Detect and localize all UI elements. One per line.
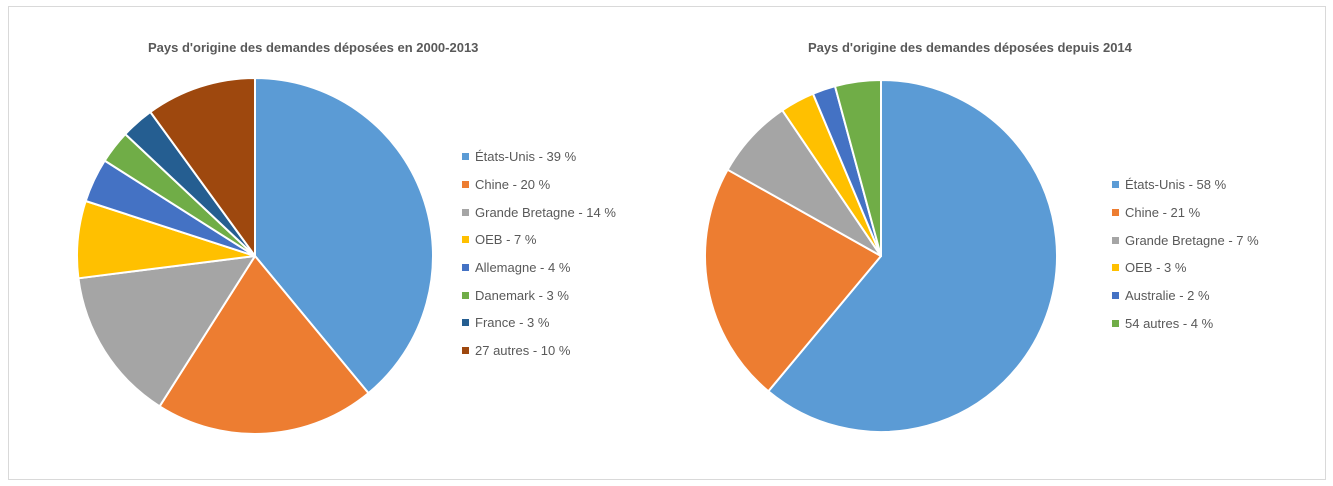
pie-2000-2013-legend-label: Allemagne - 4 % (475, 260, 571, 276)
pie-2000-2013-legend-label: OEB - 7 % (475, 232, 537, 248)
pie-since-2014-legend-label: Chine - 21 % (1125, 205, 1201, 221)
chart-title-2000-2013: Pays d'origine des demandes déposées en … (148, 40, 479, 55)
pie-2000-2013-legend-label: Grande Bretagne - 14 % (475, 204, 616, 220)
pie-2000-2013-legend-swatch (462, 181, 469, 189)
pie-2000-2013-legend-item: Grande Bretagne - 14 % (462, 198, 616, 226)
pie-since-2014-slice-54-autres (833, 79, 882, 257)
pie-since-2014-legend-item: Australie - 2 % (1112, 282, 1259, 310)
pie-since-2014-legend-label: États-Unis - 58 % (1125, 177, 1227, 193)
pie-2000-2013-slice-etats-unis (254, 77, 434, 395)
pie-2000-2013-legend-label: France - 3 % (475, 315, 550, 331)
pie-since-2014-legend-label: Grande Bretagne - 7 % (1125, 232, 1259, 248)
pie-since-2014-legend-swatch (1112, 181, 1119, 189)
pie-2000-2013-legend-swatch (462, 347, 469, 355)
pie-since-2014-legend-item: Chine - 21 % (1112, 199, 1259, 227)
pie-since-2014-legend-swatch (1112, 319, 1119, 327)
pie-2000-2013-legend-swatch (462, 264, 469, 272)
pie-since-2014-legend-swatch (1112, 264, 1119, 272)
pie-since-2014-legend-item: OEB - 3 % (1112, 254, 1259, 282)
pie-since-2014-legend-swatch (1112, 209, 1119, 217)
pie-2000-2013-legend-item: Danemark - 3 % (462, 281, 616, 309)
pie-2000-2013-legend-swatch (462, 236, 469, 244)
pie-2000-2013-legend-label: Chine - 20 % (475, 177, 551, 193)
pie-2000-2013-legend-item: 27 autres - 10 % (462, 337, 616, 365)
pie-since-2014-slice-chine (704, 168, 882, 393)
chart-title-since-2014: Pays d'origine des demandes déposées dep… (808, 40, 1132, 55)
legend-since-2014: États-Unis - 58 % Chine - 21 % Grande Bret… (1112, 171, 1259, 337)
pie-since-2014-legend-label: Australie - 2 % (1125, 288, 1210, 304)
pie-2000-2013-legend-label: 27 autres - 10 % (475, 343, 571, 359)
pie-since-2014-legend-swatch (1112, 236, 1119, 244)
pie-2000-2013-slice-27-autres (149, 77, 256, 257)
pie-2000-2013-legend-item: Chine - 20 % (462, 171, 616, 199)
pie-2000-2013-legend-label: Danemark - 3 % (475, 287, 569, 303)
pie-2000-2013-legend-item: Allemagne - 4 % (462, 254, 616, 282)
pie-2000-2013-legend-item: OEB - 7 % (462, 226, 616, 254)
pie-since-2014-legend-label: OEB - 3 % (1125, 260, 1187, 276)
pie-since-2014-legend-swatch (1112, 292, 1119, 300)
pie-since-2014-legend-item: 54 autres - 4 % (1112, 309, 1259, 337)
pie-since-2014-legend-item: Grande Bretagne - 7 % (1112, 226, 1259, 254)
pie-2000-2013-legend-label: États-Unis - 39 % (475, 149, 577, 165)
pie-since-2014-slice-etats-unis (767, 79, 1058, 433)
pie-2000-2013-legend-swatch (462, 208, 469, 216)
pie-2000-2013-legend-swatch (462, 153, 469, 161)
pie-2000-2013-legend-swatch (462, 319, 469, 327)
pie-since-2014-legend-item: États-Unis - 58 % (1112, 171, 1259, 199)
pie-2000-2013-legend-item: États-Unis - 39 % (462, 143, 616, 171)
pie-2000-2013-legend-item: France - 3 % (462, 309, 616, 337)
legend-2000-2013: États-Unis - 39 % Chine - 20 % Grande Bret… (462, 143, 616, 365)
pie-2000-2013-slice-grande-bretagne (77, 255, 256, 408)
pie-2000-2013-slice-chine (158, 255, 370, 435)
pie-since-2014-legend-label: 54 autres - 4 % (1125, 315, 1214, 331)
pie-2000-2013-legend-swatch (462, 291, 469, 299)
